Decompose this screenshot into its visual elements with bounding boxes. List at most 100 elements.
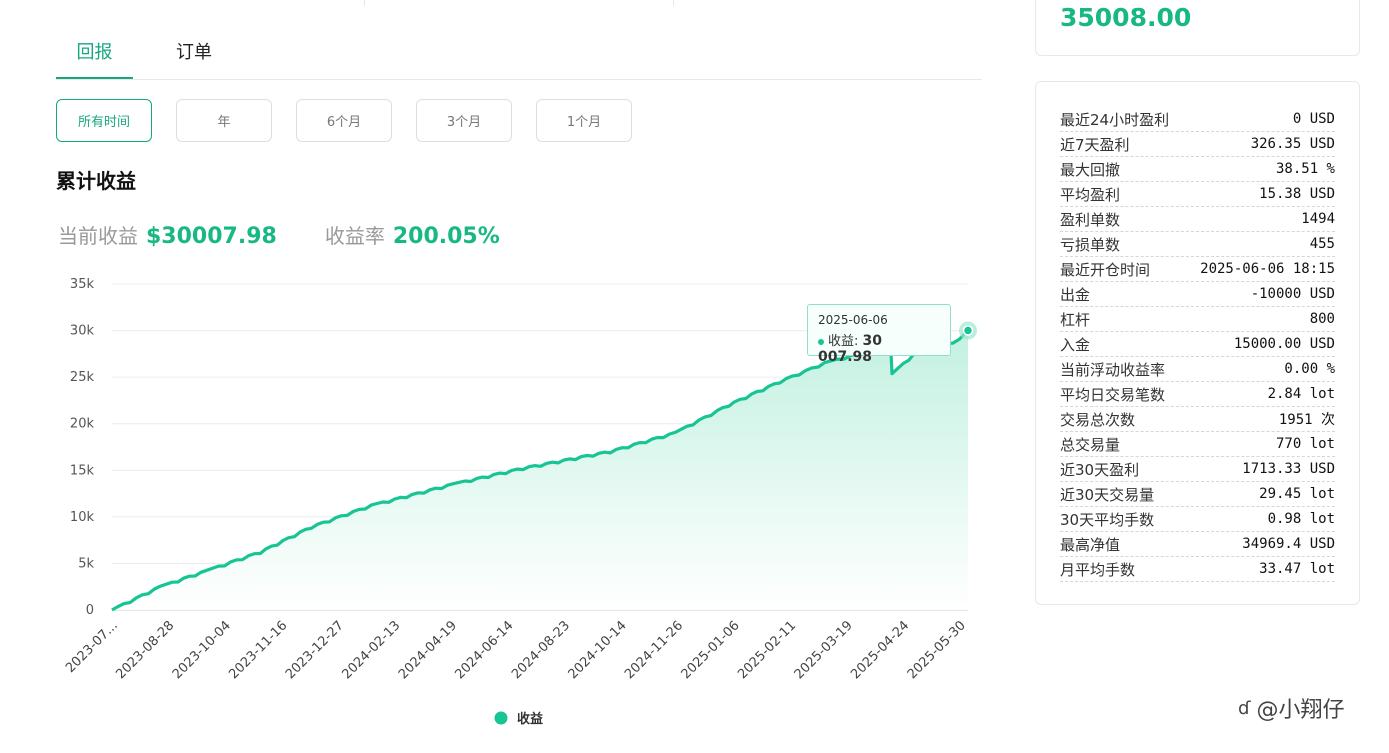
stat-label: 交易总次数 [1060,410,1136,429]
x-tick-label: 2024-08-23 [509,618,573,682]
filter-all-time[interactable]: 所有时间 [56,99,152,142]
stat-row: 近7天盈利 326.35 USD [1060,132,1335,157]
y-tick-label: 15k [70,463,95,478]
stat-row: 最高净值 34969.4 USD [1060,532,1335,557]
stat-row: 月平均手数 33.47 lot [1060,557,1335,582]
stat-label: 盈利单数 [1060,210,1121,229]
legend-label[interactable]: 收益 [517,711,543,727]
stat-value: 455 [1309,236,1335,252]
stat-row: 入金 15000.00 USD [1060,332,1335,357]
stat-row: 交易总次数 1951 次 [1060,407,1335,432]
x-tick-label: 2024-06-14 [453,618,517,682]
stats-list: 最近24小时盈利 0 USD 近7天盈利 326.35 USD 最大回撤 38.51 % 平… [1060,107,1335,582]
stat-label: 总交易量 [1060,435,1121,454]
y-tick-label: 20k [70,417,95,432]
stat-row: 亏损单数 455 [1060,232,1335,257]
x-tick-label: 2023-10-04 [170,618,234,682]
stat-label: 最高净值 [1060,535,1121,554]
x-tick-label: 2025-02-11 [735,618,799,682]
stat-row: 杠杆 800 [1060,307,1335,332]
stat-label: 杠杆 [1060,310,1091,329]
y-tick-label: 25k [70,370,95,385]
hover-point[interactable] [962,325,974,336]
y-tick-label: 35k [70,277,95,292]
stat-label: 亏损单数 [1060,235,1121,254]
cumulative-profit-chart[interactable]: 0 5k 10k 15k 20k 25k 30k 35k 2023-07...2023-08-… [56,268,986,748]
stat-row: 最大回撤 38.51 % [1060,157,1335,182]
profit-rate-label: 收益率 [324,224,385,248]
stat-value: 1494 [1301,211,1335,227]
x-tick-label: 2024-04-19 [396,618,460,682]
stat-row: 最近24小时盈利 0 USD [1060,107,1335,132]
stat-value: 15000.00 USD [1233,336,1335,352]
stat-value: 29.45 lot [1259,486,1335,502]
tab-bar: 回报 订单 [56,28,982,80]
tooltip-label: 收益: [828,334,859,349]
stat-value: 0.98 lot [1267,511,1335,527]
stat-value: 326.35 USD [1250,136,1335,152]
stat-label: 平均日交易笔数 [1060,385,1166,404]
profit-summary: 当前收益 $30007.98 收益率 200.05% [58,220,500,249]
stat-label: 最近开仓时间 [1060,260,1151,279]
current-profit-value: $30007.98 [146,224,277,249]
filter-1-month[interactable]: 1个月 [536,99,632,142]
stat-label: 最近24小时盈利 [1060,110,1170,129]
stat-row: 最近开仓时间 2025-06-06 18:15 [1060,257,1335,282]
area-fill [112,329,968,610]
stat-row: 出金 -10000 USD [1060,282,1335,307]
x-tick-label: 2025-05-30 [905,618,969,682]
current-profit-label: 当前收益 [58,224,138,248]
stat-value: 38.51 % [1275,161,1335,177]
stat-label: 最大回撤 [1060,160,1121,179]
stat-label: 出金 [1060,285,1091,304]
watermark-text: @小翔仔 [1256,698,1345,723]
stat-value: 0.00 % [1284,361,1335,377]
stat-value: 34969.4 USD [1242,536,1335,552]
stat-value: 1713.33 USD [1242,461,1335,477]
y-tick-label: 5k [78,556,94,571]
x-tick-label: 2024-11-26 [622,618,686,682]
stat-label: 平均盈利 [1060,185,1121,204]
series-dot-icon [818,338,824,345]
equity-card: 35008.00 [1035,0,1360,56]
stat-label: 当前浮动收益率 [1060,360,1166,379]
y-tick-label: 30k [70,324,95,339]
stat-row: 平均日交易笔数 2.84 lot [1060,382,1335,407]
stat-value: 770 lot [1275,436,1335,452]
filter-6-months[interactable]: 6个月 [296,99,392,142]
x-tick-label: 2023-08-28 [113,618,177,682]
top-stat-cell [674,0,982,6]
tab-orders[interactable]: 订单 [176,42,212,63]
stat-row: 近30天盈利 1713.33 USD [1060,457,1335,482]
stat-label: 近30天交易量 [1060,485,1155,504]
stat-row: 总交易量 770 lot [1060,432,1335,457]
top-stat-cell [56,0,365,6]
profit-rate-value: 200.05% [392,224,500,249]
x-tick-label: 2023-11-16 [226,618,290,682]
tab-returns[interactable]: 回报 [56,28,133,79]
legend-dot-icon [494,711,508,725]
top-stat-cell [365,0,674,6]
stat-label: 近7天盈利 [1060,135,1130,154]
stat-label: 近30天盈利 [1060,460,1140,479]
top-stats-row [56,0,982,6]
stat-value: -10000 USD [1250,286,1335,302]
filter-year[interactable]: 年 [176,99,272,142]
x-tick-label: 2023-12-27 [283,618,347,682]
tooltip-value: 30 007.98 [818,333,883,365]
y-tick-label: 10k [70,510,95,525]
x-tick-label: 2023-07... [63,618,121,676]
filter-3-months[interactable]: 3个月 [416,99,512,142]
x-tick-label: 2025-01-06 [679,618,743,682]
stat-value: 33.47 lot [1259,561,1335,577]
x-tick-label: 2025-03-19 [792,618,856,682]
stat-value: 800 [1309,311,1335,327]
stat-label: 30天平均手数 [1060,510,1155,529]
stat-row: 当前浮动收益率 0.00 % [1060,357,1335,382]
stat-label: 入金 [1060,335,1091,354]
watermark: ɗ @小翔仔 [1238,692,1345,724]
stat-value: 1951 次 [1278,412,1335,428]
x-tick-label: 2024-02-13 [339,618,403,682]
stat-row: 平均盈利 15.38 USD [1060,182,1335,207]
stat-row: 盈利单数 1494 [1060,207,1335,232]
